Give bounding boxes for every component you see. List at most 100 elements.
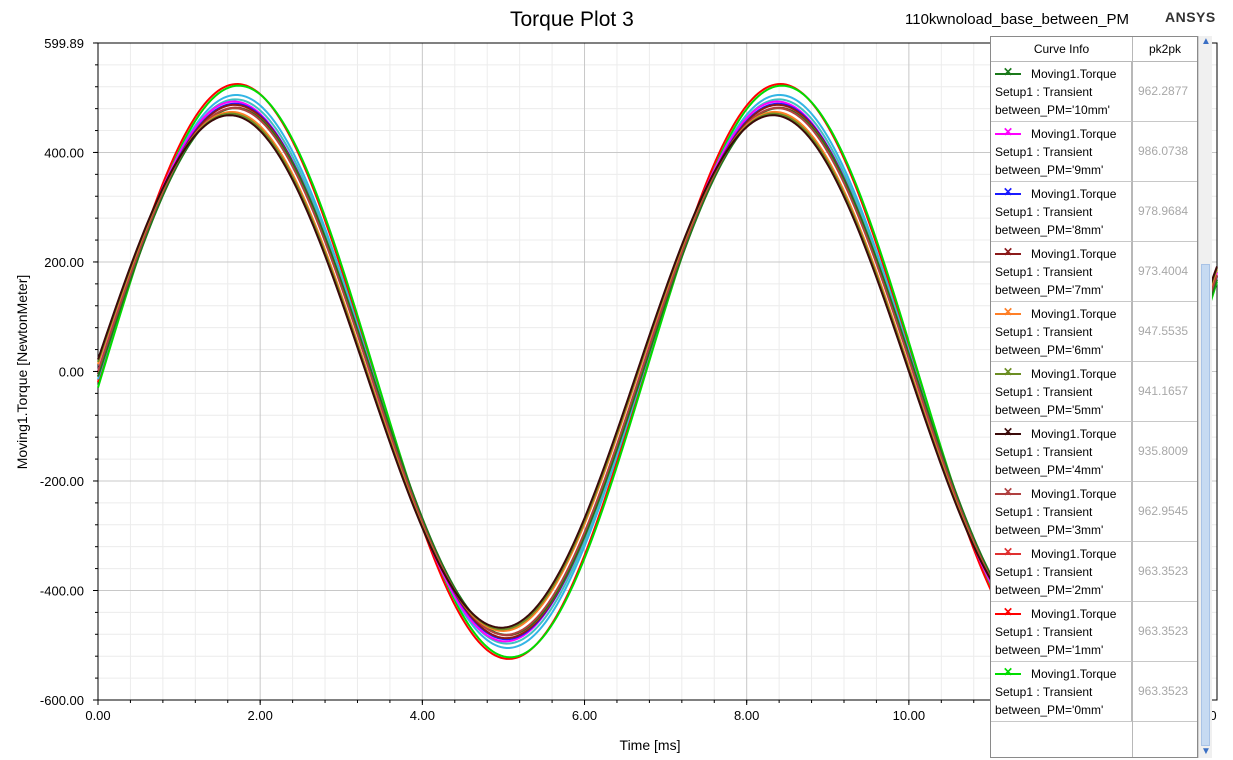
y-tick-label: -400.00 [40,583,84,598]
legend-row[interactable]: ✕ Moving1.Torque Setup1 : Transient between… [991,362,1197,422]
scroll-thumb[interactable] [1201,264,1210,746]
legend-curve-info: ✕ Moving1.Torque Setup1 : Transient between… [991,362,1132,421]
legend-row[interactable]: ✕ Moving1.Torque Setup1 : Transient between… [991,182,1197,242]
ansys-logo: ANSYS [1165,9,1216,25]
y-tick-label: 599.89 [44,36,84,51]
legend-line2: Setup1 : Transient [995,145,1093,159]
legend-line2: Setup1 : Transient [995,265,1093,279]
legend-column-divider [1132,37,1133,757]
design-name: 110kwnoload_base_between_PM [905,11,1130,28]
legend-row[interactable]: ✕ Moving1.Torque Setup1 : Transient between… [991,422,1197,482]
y-tick-label: 0.00 [59,364,84,379]
legend-line3: between_PM='9mm' [995,163,1104,177]
legend-line2: Setup1 : Transient [995,505,1093,519]
curve-swatch-icon: ✕ [995,425,1021,439]
scroll-down-icon[interactable]: ▼ [1201,746,1211,757]
legend-line1: Moving1.Torque [1031,127,1117,141]
legend-scrollbar[interactable]: ▲ ▼ [1198,36,1212,758]
x-tick-label: 4.00 [410,708,435,723]
legend-row[interactable]: ✕ Moving1.Torque Setup1 : Transient between… [991,62,1197,122]
legend-curve-info: ✕ Moving1.Torque Setup1 : Transient between… [991,482,1132,541]
legend-header-curve-info[interactable]: Curve Info [991,37,1133,61]
legend-curve-info: ✕ Moving1.Torque Setup1 : Transient between… [991,242,1132,301]
legend-line3: between_PM='7mm' [995,283,1104,297]
legend-header-pk2pk[interactable]: pk2pk [1148,42,1182,56]
x-tick-label-partial: 0 [1209,708,1216,723]
legend-line3: between_PM='3mm' [995,523,1104,537]
legend-row[interactable]: ✕ Moving1.Torque Setup1 : Transient between… [991,482,1197,542]
curve-swatch-icon: ✕ [995,185,1021,199]
legend-line3: between_PM='1mm' [995,643,1104,657]
legend-pk2pk-value: 941.1657 [1138,384,1189,398]
legend-line2: Setup1 : Transient [995,385,1093,399]
legend-line2: Setup1 : Transient [995,685,1093,699]
legend-line3: between_PM='4mm' [995,463,1104,477]
legend-line3: between_PM='2mm' [995,583,1104,597]
legend-line1: Moving1.Torque [1031,307,1117,321]
y-tick-label: 200.00 [44,255,84,270]
legend-line2: Setup1 : Transient [995,205,1093,219]
legend-pk2pk-value: 947.5535 [1138,324,1189,338]
legend-curve-info: ✕ Moving1.Torque Setup1 : Transient between… [991,122,1132,181]
legend-line1: Moving1.Torque [1031,67,1117,81]
legend-line1: Moving1.Torque [1031,667,1117,681]
curve-swatch-icon: ✕ [995,125,1021,139]
legend-line2: Setup1 : Transient [995,325,1093,339]
legend-row[interactable]: ✕ Moving1.Torque Setup1 : Transient between… [991,542,1197,602]
legend-row[interactable]: ✕ Moving1.Torque Setup1 : Transient between… [991,122,1197,182]
legend-line3: between_PM='5mm' [995,403,1104,417]
legend-line1: Moving1.Torque [1031,547,1117,561]
curve-swatch-icon: ✕ [995,545,1021,559]
legend-header: Curve Info pk2pk [991,37,1197,62]
x-tick-label: 8.00 [734,708,759,723]
legend-pk2pk-value: 963.3523 [1138,564,1189,578]
x-tick-label: 10.00 [893,708,926,723]
x-tick-label: 0.00 [85,708,110,723]
legend-line2: Setup1 : Transient [995,445,1093,459]
legend-row[interactable]: ✕ Moving1.Torque Setup1 : Transient between… [991,662,1197,722]
legend-curve-info: ✕ Moving1.Torque Setup1 : Transient between… [991,182,1132,241]
legend-row[interactable]: ✕ Moving1.Torque Setup1 : Transient between… [991,242,1197,302]
legend-pk2pk-value: 963.3523 [1138,624,1189,638]
x-axis-label: Time [ms] [620,737,681,753]
legend-pk2pk-value: 935.8009 [1138,444,1189,458]
legend-line1: Moving1.Torque [1031,487,1117,501]
legend-row[interactable]: ✕ Moving1.Torque Setup1 : Transient between… [991,302,1197,362]
legend-line3: between_PM='6mm' [995,343,1104,357]
legend-curve-info: ✕ Moving1.Torque Setup1 : Transient between… [991,542,1132,601]
curve-swatch-icon: ✕ [995,365,1021,379]
curve-swatch-icon: ✕ [995,605,1021,619]
x-tick-label: 2.00 [248,708,273,723]
legend-curve-info: ✕ Moving1.Torque Setup1 : Transient between… [991,422,1132,481]
legend-line1: Moving1.Torque [1031,247,1117,261]
legend-line1: Moving1.Torque [1031,427,1117,441]
y-tick-label: -600.00 [40,693,84,708]
y-axis-ticks: 599.89 400.00 200.00 0.00 -200.00 -400.00 -600… [40,36,98,708]
legend-row[interactable]: ✕ Moving1.Torque Setup1 : Transient between… [991,602,1197,662]
legend-pk2pk-value: 986.0738 [1138,144,1189,158]
legend-pk2pk-value: 962.2877 [1138,84,1189,98]
curve-swatch-icon: ✕ [995,665,1021,679]
x-axis-ticks: 0.00 2.00 4.00 6.00 8.00 10.00 0 [85,700,1217,723]
x-tick-label: 6.00 [572,708,597,723]
legend-line2: Setup1 : Transient [995,565,1093,579]
legend-pk2pk-value: 978.9684 [1138,204,1189,218]
curve-swatch-icon: ✕ [995,245,1021,259]
legend-curve-info: ✕ Moving1.Torque Setup1 : Transient between… [991,62,1132,121]
legend-pk2pk-value: 973.4004 [1138,264,1189,278]
legend-line3: between_PM='0mm' [995,703,1104,717]
y-tick-label: -200.00 [40,474,84,489]
chart-title: Torque Plot 3 [510,8,634,31]
curve-swatch-icon: ✕ [995,485,1021,499]
legend-line1: Moving1.Torque [1031,607,1117,621]
legend-curve-info: ✕ Moving1.Torque Setup1 : Transient between… [991,302,1132,361]
legend-line1: Moving1.Torque [1031,187,1117,201]
legend-table: Curve Info pk2pk ✕ Moving1.Torque Setup1 :… [990,36,1198,758]
legend-line3: between_PM='8mm' [995,223,1104,237]
legend-line2: Setup1 : Transient [995,625,1093,639]
curve-swatch-icon: ✕ [995,65,1021,79]
y-axis-label: Moving1.Torque [NewtonMeter] [14,275,30,470]
legend-pk2pk-value: 963.3523 [1138,684,1189,698]
legend-curve-info: ✕ Moving1.Torque Setup1 : Transient between… [991,662,1132,721]
scroll-up-icon[interactable]: ▲ [1201,36,1211,47]
